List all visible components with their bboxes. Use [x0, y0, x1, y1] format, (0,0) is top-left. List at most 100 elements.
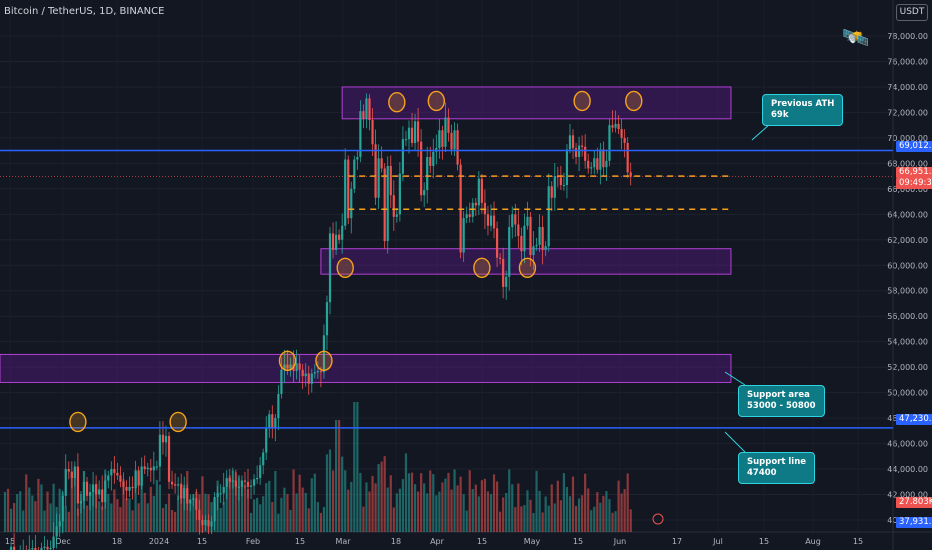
volume-bar — [252, 499, 256, 532]
volume-bar — [125, 498, 128, 532]
candle-body — [310, 373, 313, 384]
volume-bar — [353, 402, 356, 532]
callout-support-line-value: 47400 — [747, 468, 777, 478]
candle-body — [31, 548, 34, 550]
volume-bar — [611, 512, 614, 532]
candle-body — [183, 488, 186, 499]
volume-bar — [52, 483, 55, 532]
candle-body — [55, 526, 58, 537]
y-tick-label: 68,000.00 — [887, 159, 928, 168]
callout-support-line-title: Support line — [747, 457, 807, 467]
volume-bar — [180, 483, 183, 532]
candle-body — [492, 215, 496, 229]
volume-bar — [547, 505, 550, 532]
y-tick-label: 70,000.00 — [887, 134, 928, 143]
volume-bar — [128, 498, 131, 532]
x-tick-label: 15 — [197, 537, 207, 546]
volume-bar — [568, 496, 572, 532]
candle-body — [301, 369, 304, 377]
candle-body — [180, 484, 183, 499]
volume-bar — [389, 475, 392, 532]
candle-body — [204, 520, 207, 526]
last-price-tag: 66,951.97 — [896, 167, 932, 178]
volume-bar — [204, 493, 207, 532]
touch-circle — [69, 411, 87, 433]
candle-body — [538, 227, 541, 245]
volume-bar — [520, 506, 523, 532]
candle-body — [605, 160, 608, 168]
candle-body — [477, 178, 480, 206]
volume-bar — [538, 490, 541, 532]
volume-bar — [137, 503, 140, 532]
volume-bar — [116, 499, 119, 532]
x-tick-label: 15 — [759, 537, 769, 546]
candle-body — [113, 469, 116, 473]
volume-bar — [380, 461, 383, 532]
candle-body — [593, 158, 596, 168]
candle-body — [553, 176, 556, 198]
candle-body — [328, 233, 332, 303]
candle-body — [362, 111, 365, 119]
volume-bar — [161, 507, 165, 532]
volume-bar — [626, 473, 629, 532]
volume-bar — [46, 491, 49, 532]
x-tick-label: Dec — [55, 537, 70, 546]
volume-bar — [541, 512, 544, 532]
candle-body — [629, 172, 632, 177]
candle-body — [410, 127, 414, 143]
candle-body — [225, 477, 228, 487]
volume-bar — [225, 479, 228, 532]
volume-bar — [3, 491, 7, 532]
candle-body — [119, 475, 122, 482]
candle-body — [565, 149, 569, 186]
candle-body — [480, 178, 483, 203]
volume-bar — [22, 510, 25, 532]
candle-body — [356, 157, 359, 160]
currency-selector[interactable]: USDT — [896, 4, 928, 21]
candle-body — [307, 373, 310, 384]
volume-bar — [413, 484, 417, 532]
candle-body — [377, 158, 380, 198]
candle-body — [252, 479, 256, 486]
volume-bar — [444, 478, 447, 532]
candle-body — [234, 480, 237, 487]
volume-bar — [9, 508, 13, 532]
y-tick-label: 64,000.00 — [887, 210, 928, 219]
volume-bar — [158, 484, 162, 532]
candle-body — [371, 120, 374, 145]
volume-bar — [471, 489, 474, 532]
callout-support-area: Support area 53000 - 50800 — [738, 385, 825, 417]
candle-body — [64, 469, 67, 496]
x-tick-label: 15 — [295, 537, 305, 546]
x-tick-label: Jun — [613, 537, 627, 546]
x-tick-label: 17 — [672, 537, 682, 546]
volume-bar — [502, 497, 505, 532]
y-tick-label: 54,000.00 — [887, 338, 928, 347]
x-tick-label: Apr — [430, 537, 445, 546]
candle-body — [128, 486, 131, 491]
x-tick-label: Jul — [712, 537, 723, 546]
candle-body — [201, 520, 204, 526]
volume-bar — [605, 491, 608, 532]
volume-bar — [316, 502, 319, 532]
volume-bar — [298, 474, 301, 532]
candle-body — [429, 157, 432, 166]
support-line-price-tag: 47,230.52 — [896, 414, 932, 425]
volume-bar — [237, 475, 240, 532]
volume-bar — [307, 508, 310, 532]
x-tick-label: 15 — [5, 537, 15, 546]
candle-body — [149, 467, 152, 471]
volume-bar — [401, 479, 405, 532]
candle-body — [9, 546, 13, 550]
alert-icon — [652, 513, 664, 525]
candle-body — [143, 466, 146, 470]
touch-circle — [315, 350, 333, 371]
candle-body — [295, 363, 298, 371]
candle-body — [237, 486, 240, 488]
candle-body — [581, 145, 584, 147]
support-resistance-zone — [341, 86, 732, 120]
volume-bar — [392, 507, 395, 532]
volume-bar — [620, 493, 623, 532]
volume-bar — [453, 469, 456, 532]
